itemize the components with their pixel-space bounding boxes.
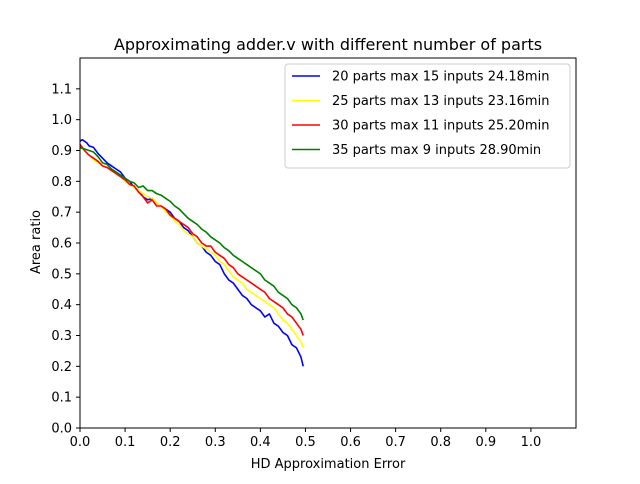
x-tick-label: 1.0 bbox=[521, 435, 542, 450]
x-tick-label: 0.7 bbox=[385, 435, 406, 450]
series-line-2 bbox=[80, 146, 304, 349]
y-tick-label: 0.7 bbox=[51, 206, 72, 221]
x-tick-label: 0.4 bbox=[250, 435, 271, 450]
legend-label-2: 25 parts max 13 inputs 23.16min bbox=[332, 94, 549, 109]
x-tick-label: 0.2 bbox=[160, 435, 181, 450]
plot-area: 0.0 0.1 0.2 0.3 0.4 0.5 0.6 0.7 0.8 0.9 1.0 0.0 0.1 0… bbox=[51, 57, 577, 450]
y-tick-label: 0.4 bbox=[51, 298, 72, 313]
x-tick-label: 0.8 bbox=[430, 435, 451, 450]
y-tick-label: 0.1 bbox=[51, 391, 72, 406]
x-axis-label: HD Approximation Error bbox=[251, 457, 406, 472]
x-tick-label: 0.3 bbox=[205, 435, 226, 450]
x-tick-label: 0.6 bbox=[340, 435, 361, 450]
series-line-3 bbox=[80, 143, 304, 336]
chart-title: Approximating adder.v with different num… bbox=[114, 35, 542, 54]
y-axis-label: Area ratio bbox=[29, 210, 44, 274]
series-line-4 bbox=[80, 146, 304, 321]
y-tick-label: 1.1 bbox=[51, 82, 72, 97]
legend-box bbox=[284, 63, 571, 169]
x-tick-label: 0.1 bbox=[115, 435, 136, 450]
y-tick-label: 0.6 bbox=[51, 237, 72, 252]
legend-label-3: 30 parts max 11 inputs 25.20min bbox=[332, 119, 549, 134]
series-line-1 bbox=[80, 138, 304, 367]
x-tick-label: 0.5 bbox=[295, 435, 316, 450]
y-tick-label: 0.0 bbox=[51, 422, 72, 437]
y-tick-label: 0.8 bbox=[51, 175, 72, 190]
legend-label-4: 35 parts max 9 inputs 28.90min bbox=[332, 143, 541, 158]
y-tick-label: 0.3 bbox=[51, 329, 72, 344]
x-tick-label: 0.0 bbox=[70, 435, 91, 450]
legend-label-1: 20 parts max 15 inputs 24.18min bbox=[332, 70, 549, 85]
legend: 20 parts max 15 inputs 24.18min 25 parts … bbox=[284, 63, 571, 169]
y-tick-label: 0.9 bbox=[51, 144, 72, 159]
y-tick-label: 0.5 bbox=[51, 267, 72, 282]
y-tick-label: 0.2 bbox=[51, 360, 72, 375]
y-tick-label: 1.0 bbox=[51, 113, 72, 128]
x-tick-label: 0.9 bbox=[475, 435, 496, 450]
